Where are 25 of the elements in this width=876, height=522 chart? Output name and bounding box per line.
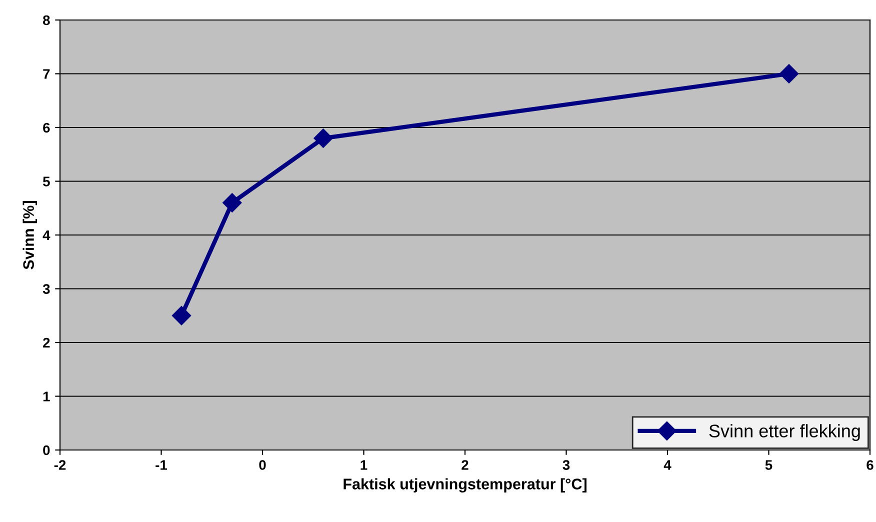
y-tick-label: 3 (42, 284, 50, 294)
legend-label: Svinn etter flekking (709, 424, 860, 441)
x-tick-label: 5 (765, 460, 772, 470)
y-tick-label: 0 (43, 445, 50, 456)
x-tick-label: 4 (664, 460, 672, 470)
y-tick-label: 8 (42, 15, 50, 26)
point (779, 64, 799, 84)
y-axis-title: Svinn [%] (22, 201, 37, 270)
y-tick-label: 5 (42, 176, 50, 186)
point (222, 193, 242, 212)
x-tick-label: 1 (360, 460, 368, 470)
x-tick-label: 3 (562, 460, 570, 470)
y-tick-label: 4 (42, 230, 50, 240)
x-tick-label: -2 (54, 460, 66, 470)
y-tick-label: 2 (43, 338, 50, 348)
point (172, 306, 192, 326)
x-tick-label: -1 (156, 460, 168, 470)
x-tick-label: 0 (259, 460, 266, 470)
point (314, 128, 333, 148)
y-tick-label: 6 (43, 122, 50, 133)
x-axis-title: Faktisk utjevningstemperatur [°C] (344, 478, 586, 493)
y-tick-label: 7 (43, 69, 50, 79)
x-tick-label: 6 (866, 460, 874, 470)
y-tick-label: 1 (43, 392, 50, 402)
x-tick-label: 2 (462, 460, 468, 470)
